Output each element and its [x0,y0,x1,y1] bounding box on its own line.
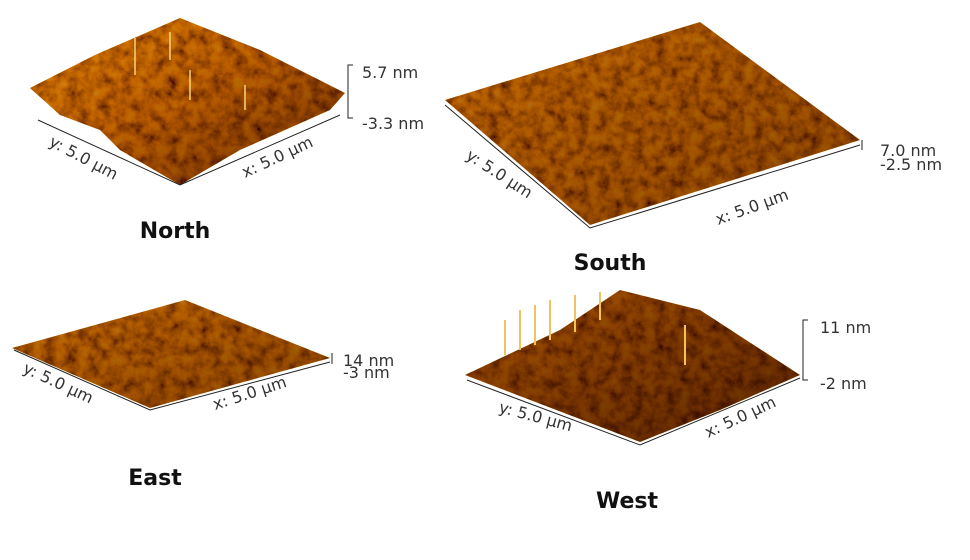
panel-north: 5.7 nm -3.3 nm y: 5.0 µm x: 5.0 µm North [30,18,424,244]
axis-edge [466,377,801,446]
panel-south: 7.0 nm -2.5 nm y: 5.0 µm x: 5.0 µm South [444,22,942,276]
z-min-label: -2.5 nm [880,155,942,174]
panel-title: East [128,466,182,491]
surface [12,300,330,408]
surface [465,290,800,442]
z-axis [347,64,353,119]
z-max-label: 14 nm [343,351,394,370]
panel-title: West [596,489,658,514]
z-max-label: 7.0 nm [880,141,936,160]
z-min-label: -3.3 nm [362,114,424,133]
z-max-label: 11 nm [820,318,871,337]
surface [445,22,860,225]
spikes [504,292,686,365]
z-axis [802,319,808,381]
panel-east: 14 nm -3 nm y: 5.0 µm x: 5.0 µm East [12,300,394,491]
surface [30,18,345,185]
x-axis-label: x: 5.0 µm [713,185,791,229]
axis-edge [37,114,341,186]
axis-edge [13,349,331,411]
panel-title: North [140,219,211,244]
panel-west: 11 nm -2 nm y: 5.0 µm x: 5.0 µm West [465,290,871,514]
z-min-label: -3 nm [343,363,390,382]
axis-edge [444,104,861,229]
spikes [134,32,246,110]
z-max-label: 5.7 nm [362,63,418,82]
z-min-label: -2 nm [820,374,867,393]
panel-title: South [574,251,647,276]
